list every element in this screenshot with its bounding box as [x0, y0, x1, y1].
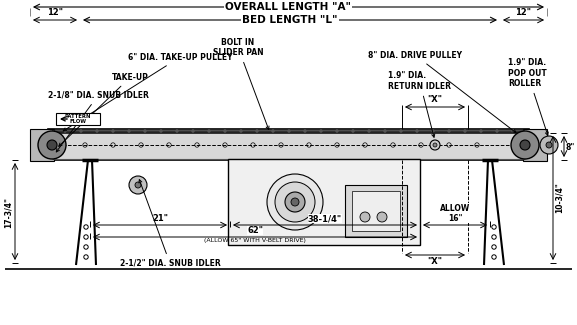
- Circle shape: [320, 129, 323, 133]
- Circle shape: [267, 174, 323, 230]
- Text: OVERALL LENGTH "A": OVERALL LENGTH "A": [225, 2, 351, 12]
- Bar: [228, 159, 420, 245]
- Circle shape: [415, 129, 418, 133]
- Circle shape: [351, 129, 354, 133]
- Circle shape: [285, 192, 305, 212]
- Circle shape: [463, 129, 466, 133]
- Circle shape: [433, 143, 437, 147]
- Bar: [345, 185, 407, 237]
- Circle shape: [291, 198, 299, 206]
- Text: "X": "X": [428, 95, 443, 104]
- Bar: [30, 129, 54, 161]
- Circle shape: [430, 140, 440, 150]
- Text: 21": 21": [152, 214, 168, 223]
- Circle shape: [511, 131, 539, 159]
- Circle shape: [208, 129, 211, 133]
- Text: (ALLOW 65" WITH V-BELT DRIVE): (ALLOW 65" WITH V-BELT DRIVE): [204, 238, 306, 243]
- Text: TAKE-UP: TAKE-UP: [59, 72, 149, 146]
- Text: 8": 8": [566, 142, 575, 151]
- Circle shape: [287, 129, 290, 133]
- Circle shape: [479, 129, 482, 133]
- Circle shape: [520, 140, 530, 150]
- Bar: [352, 191, 400, 231]
- Text: 17-3/4": 17-3/4": [4, 197, 13, 228]
- Circle shape: [272, 129, 275, 133]
- Circle shape: [159, 129, 163, 133]
- Circle shape: [448, 129, 451, 133]
- Circle shape: [511, 129, 515, 133]
- Circle shape: [377, 212, 387, 222]
- Text: 38-1/4": 38-1/4": [308, 214, 342, 223]
- Circle shape: [223, 129, 227, 133]
- Circle shape: [129, 176, 147, 194]
- Circle shape: [540, 136, 558, 154]
- Circle shape: [192, 129, 194, 133]
- Circle shape: [80, 129, 83, 133]
- Text: 12": 12": [47, 8, 63, 17]
- Text: 12": 12": [515, 8, 531, 17]
- Text: PATTERN
FLOW: PATTERN FLOW: [65, 114, 91, 124]
- Circle shape: [432, 129, 434, 133]
- Text: 6" DIA. TAKE-UP PULLEY: 6" DIA. TAKE-UP PULLEY: [63, 53, 233, 131]
- Circle shape: [144, 129, 147, 133]
- Text: 1.9" DIA.
RETURN IDLER: 1.9" DIA. RETURN IDLER: [388, 71, 451, 137]
- Circle shape: [546, 142, 552, 148]
- Text: 2-1/8" DIA. SNUB IDLER: 2-1/8" DIA. SNUB IDLER: [48, 90, 149, 152]
- Circle shape: [304, 129, 306, 133]
- Text: 62": 62": [247, 226, 263, 235]
- Circle shape: [175, 129, 178, 133]
- Circle shape: [399, 129, 403, 133]
- Text: BED LENGTH "L": BED LENGTH "L": [242, 15, 338, 25]
- Circle shape: [239, 129, 242, 133]
- Circle shape: [496, 129, 499, 133]
- Text: BOLT IN
SLIDER PAN: BOLT IN SLIDER PAN: [213, 38, 269, 129]
- Circle shape: [360, 212, 370, 222]
- Circle shape: [368, 129, 370, 133]
- Bar: [56, 113, 100, 125]
- Circle shape: [256, 129, 258, 133]
- Circle shape: [335, 129, 339, 133]
- Circle shape: [135, 182, 141, 188]
- Text: 1.9" DIA.
POP OUT
ROLLER: 1.9" DIA. POP OUT ROLLER: [508, 58, 548, 135]
- Bar: [48, 129, 529, 160]
- Text: "X": "X": [428, 257, 443, 266]
- Text: 2-1/2" DIA. SNUB IDLER: 2-1/2" DIA. SNUB IDLER: [119, 180, 220, 268]
- Circle shape: [111, 129, 114, 133]
- Text: 10-3/4": 10-3/4": [555, 183, 564, 214]
- Text: 8" DIA. DRIVE PULLEY: 8" DIA. DRIVE PULLEY: [368, 50, 516, 133]
- Bar: [236, 165, 412, 239]
- Circle shape: [384, 129, 387, 133]
- Bar: [523, 129, 547, 161]
- Circle shape: [47, 140, 57, 150]
- Circle shape: [38, 131, 66, 159]
- Circle shape: [275, 182, 315, 222]
- Text: ALLOW
16": ALLOW 16": [440, 203, 470, 223]
- Circle shape: [96, 129, 99, 133]
- Circle shape: [63, 129, 66, 133]
- Circle shape: [128, 129, 130, 133]
